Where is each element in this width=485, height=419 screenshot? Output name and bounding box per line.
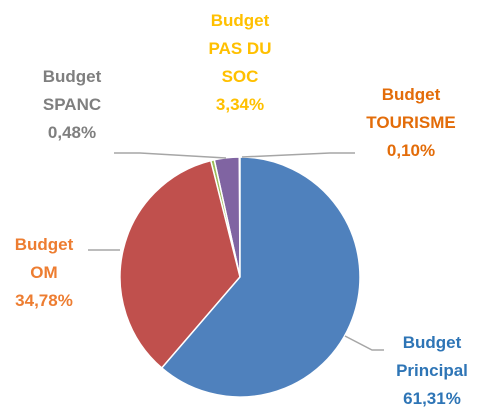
label-text: Budget TOURISME	[366, 85, 456, 132]
leader-line	[114, 152, 227, 159]
label-text: Budget Principal	[396, 333, 468, 380]
pie-slice	[160, 156, 361, 398]
slice-label: Budget Principal 61,31%	[382, 329, 482, 413]
leader-line	[241, 152, 355, 158]
value-label: 61,31%	[403, 389, 461, 408]
value-label: 0,10%	[386, 141, 436, 160]
pie-slice	[119, 159, 241, 370]
slice-label: Budget OM 34,78%	[2, 231, 86, 315]
label-text: Budget PAS DU SOC	[208, 11, 272, 86]
value-label: 34,78%	[15, 291, 73, 310]
slice-label: Budget PAS DU SOC 3,34%	[196, 7, 284, 119]
slice-label: Budget TOURISME 0,10%	[356, 81, 466, 165]
label-text: Budget OM	[14, 235, 74, 282]
value-label: 0,48%	[47, 123, 97, 142]
value-label: 3,34%	[215, 95, 265, 114]
slice-label: Budget SPANC 0,48%	[30, 63, 114, 147]
label-text: Budget SPANC	[42, 67, 102, 114]
leader-line	[344, 335, 384, 351]
